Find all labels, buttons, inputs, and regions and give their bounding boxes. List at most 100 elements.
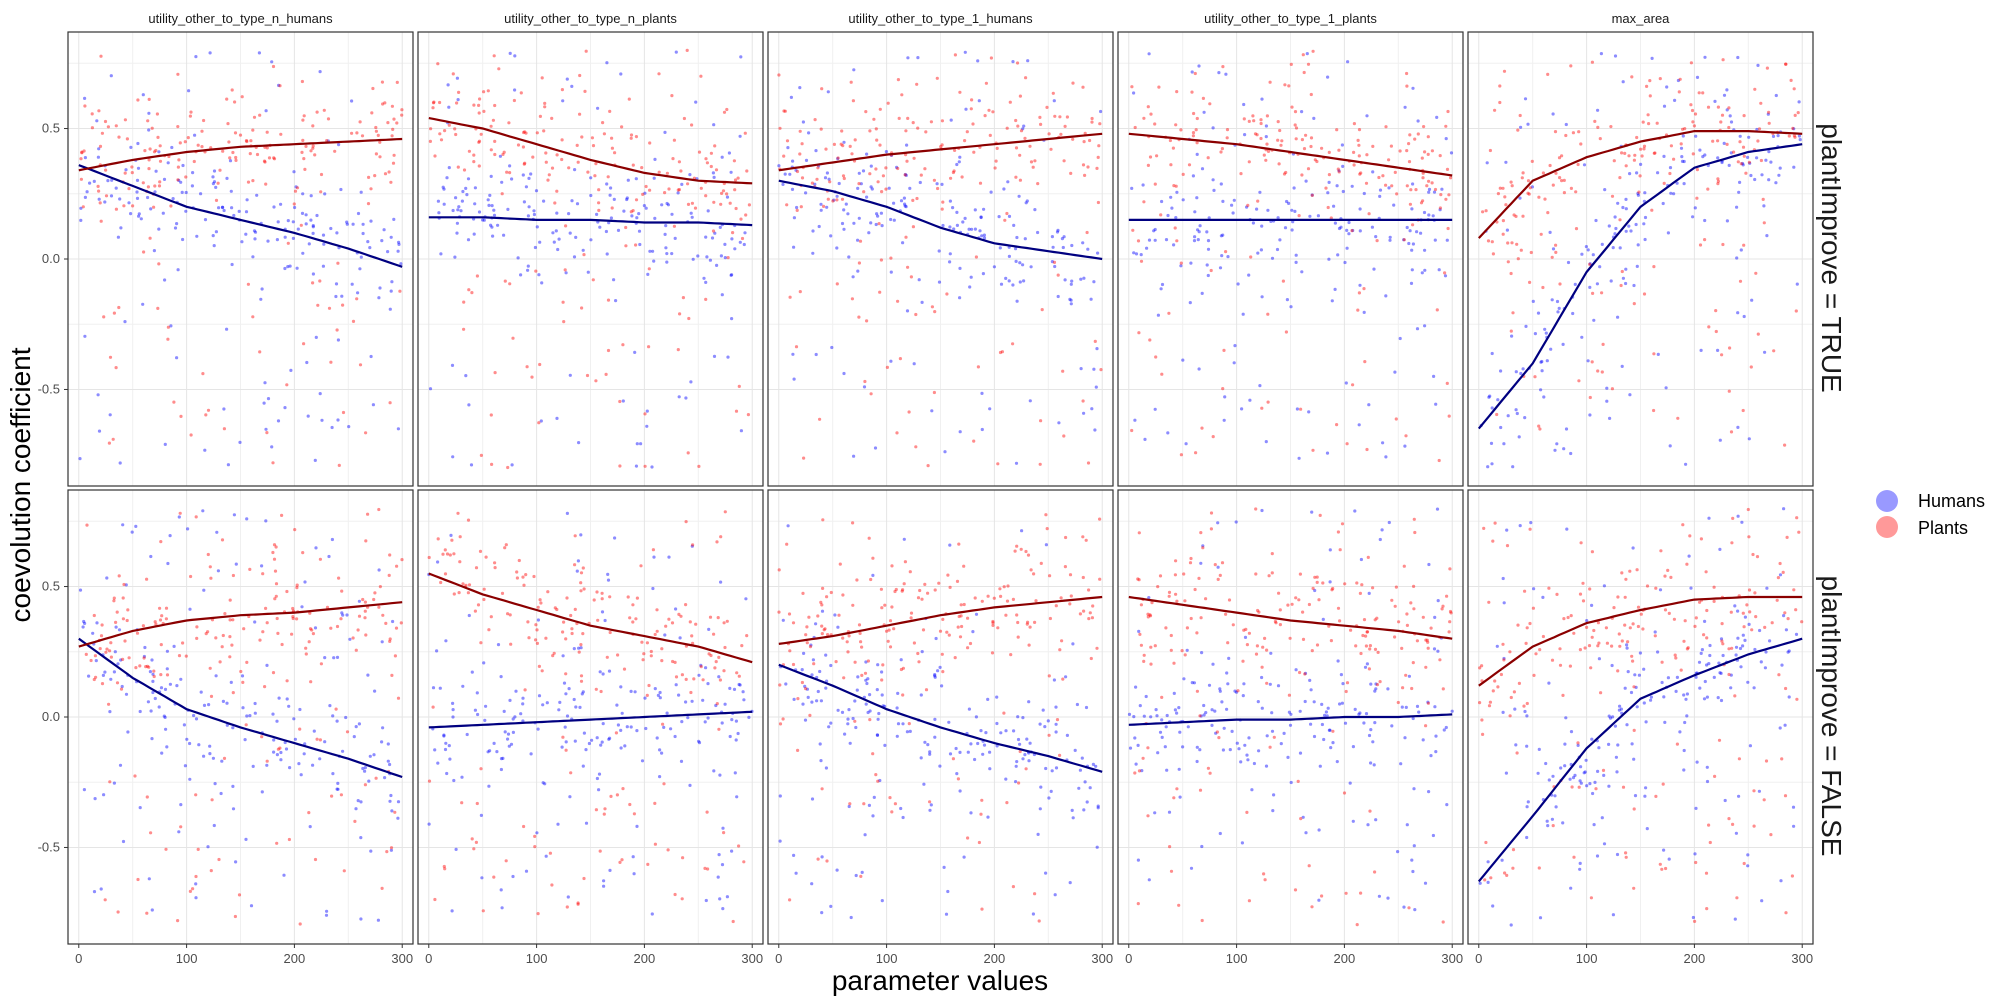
data-point-plants xyxy=(1265,648,1269,652)
data-point-humans xyxy=(1201,544,1205,548)
data-point-humans xyxy=(347,425,351,429)
data-point-humans xyxy=(1549,347,1553,351)
data-point-humans xyxy=(1517,435,1521,439)
data-point-plants xyxy=(1320,146,1324,150)
data-point-plants xyxy=(1003,218,1007,222)
data-point-humans xyxy=(1218,689,1222,693)
data-point-plants xyxy=(1357,128,1362,132)
data-point-plants xyxy=(573,534,577,538)
data-point-humans xyxy=(1525,744,1529,748)
data-point-plants xyxy=(261,630,265,634)
data-point-plants xyxy=(1655,121,1659,125)
data-point-plants xyxy=(342,869,346,873)
data-point-plants xyxy=(1153,644,1157,648)
legend-label-plants: Plants xyxy=(1918,518,1968,538)
data-point-plants xyxy=(218,660,222,664)
data-point-humans xyxy=(491,234,495,238)
data-point-plants xyxy=(598,849,602,853)
data-point-humans xyxy=(718,773,722,777)
data-point-plants xyxy=(258,113,262,117)
data-point-plants xyxy=(1783,611,1787,615)
data-point-plants xyxy=(1355,923,1359,927)
panel-border xyxy=(1467,31,1814,487)
data-point-humans xyxy=(919,693,923,697)
data-point-plants xyxy=(1511,311,1515,315)
data-point-plants xyxy=(876,779,880,783)
data-point-humans xyxy=(630,214,634,218)
data-point-humans xyxy=(511,730,515,735)
data-point-humans xyxy=(859,182,863,186)
data-point-plants xyxy=(455,101,459,105)
data-point-humans xyxy=(919,756,923,760)
data-point-plants xyxy=(992,596,996,600)
data-point-humans xyxy=(188,741,192,746)
data-point-plants xyxy=(1338,548,1342,552)
data-point-humans xyxy=(165,745,169,749)
data-point-humans xyxy=(1774,93,1778,98)
data-point-humans xyxy=(701,698,705,702)
data-point-humans xyxy=(1022,124,1026,128)
data-point-plants xyxy=(1146,814,1150,818)
data-point-plants xyxy=(941,670,945,674)
data-point-plants xyxy=(1528,527,1532,531)
data-point-humans xyxy=(958,296,962,300)
data-point-plants xyxy=(1523,589,1527,593)
data-point-humans xyxy=(101,673,105,678)
data-point-plants xyxy=(304,144,308,148)
data-point-humans xyxy=(1090,407,1094,411)
data-point-plants xyxy=(504,859,508,863)
data-point-humans xyxy=(120,684,124,689)
data-point-plants xyxy=(1194,128,1198,132)
data-point-humans xyxy=(391,619,395,624)
data-point-humans xyxy=(847,708,851,712)
data-point-humans xyxy=(1082,276,1086,280)
data-point-plants xyxy=(553,606,557,610)
data-point-humans xyxy=(1175,190,1179,194)
data-point-plants xyxy=(1541,285,1545,290)
data-point-plants xyxy=(154,148,158,153)
data-point-plants xyxy=(1191,131,1196,135)
data-point-humans xyxy=(818,742,822,746)
data-point-humans xyxy=(622,209,626,213)
data-point-humans xyxy=(301,192,305,196)
data-point-plants xyxy=(318,738,322,742)
data-point-humans xyxy=(963,216,967,220)
data-point-plants xyxy=(506,612,510,616)
data-point-humans xyxy=(1052,678,1056,682)
data-point-plants xyxy=(1245,643,1249,647)
data-point-plants xyxy=(92,677,96,682)
data-point-plants xyxy=(816,166,820,170)
data-point-humans xyxy=(1264,440,1268,444)
data-point-humans xyxy=(1596,769,1600,774)
data-point-plants xyxy=(622,667,627,671)
data-point-plants xyxy=(1483,878,1487,882)
data-point-plants xyxy=(547,173,551,177)
data-point-humans xyxy=(168,682,172,686)
data-point-plants xyxy=(230,88,234,92)
data-point-humans xyxy=(297,762,301,766)
data-point-plants xyxy=(194,874,198,879)
data-point-plants xyxy=(1296,779,1300,784)
data-point-humans xyxy=(902,196,907,200)
data-point-humans xyxy=(83,334,87,338)
data-point-humans xyxy=(1181,198,1185,202)
data-point-plants xyxy=(584,49,588,53)
data-point-plants xyxy=(983,114,987,118)
data-point-plants xyxy=(1630,654,1634,658)
data-point-plants xyxy=(1024,549,1028,554)
data-point-plants xyxy=(1199,616,1203,620)
data-point-plants xyxy=(258,350,262,354)
data-point-plants xyxy=(390,104,394,108)
data-point-humans xyxy=(361,231,365,236)
data-point-humans xyxy=(442,734,446,738)
data-point-humans xyxy=(1643,191,1647,195)
data-point-plants xyxy=(443,548,447,552)
data-point-plants xyxy=(1195,689,1199,693)
data-point-humans xyxy=(1073,748,1077,753)
data-point-plants xyxy=(853,138,857,142)
data-point-humans xyxy=(814,149,818,153)
data-point-plants xyxy=(673,660,677,665)
data-point-plants xyxy=(580,306,584,310)
data-point-humans xyxy=(1445,803,1449,807)
data-point-plants xyxy=(1298,572,1302,576)
